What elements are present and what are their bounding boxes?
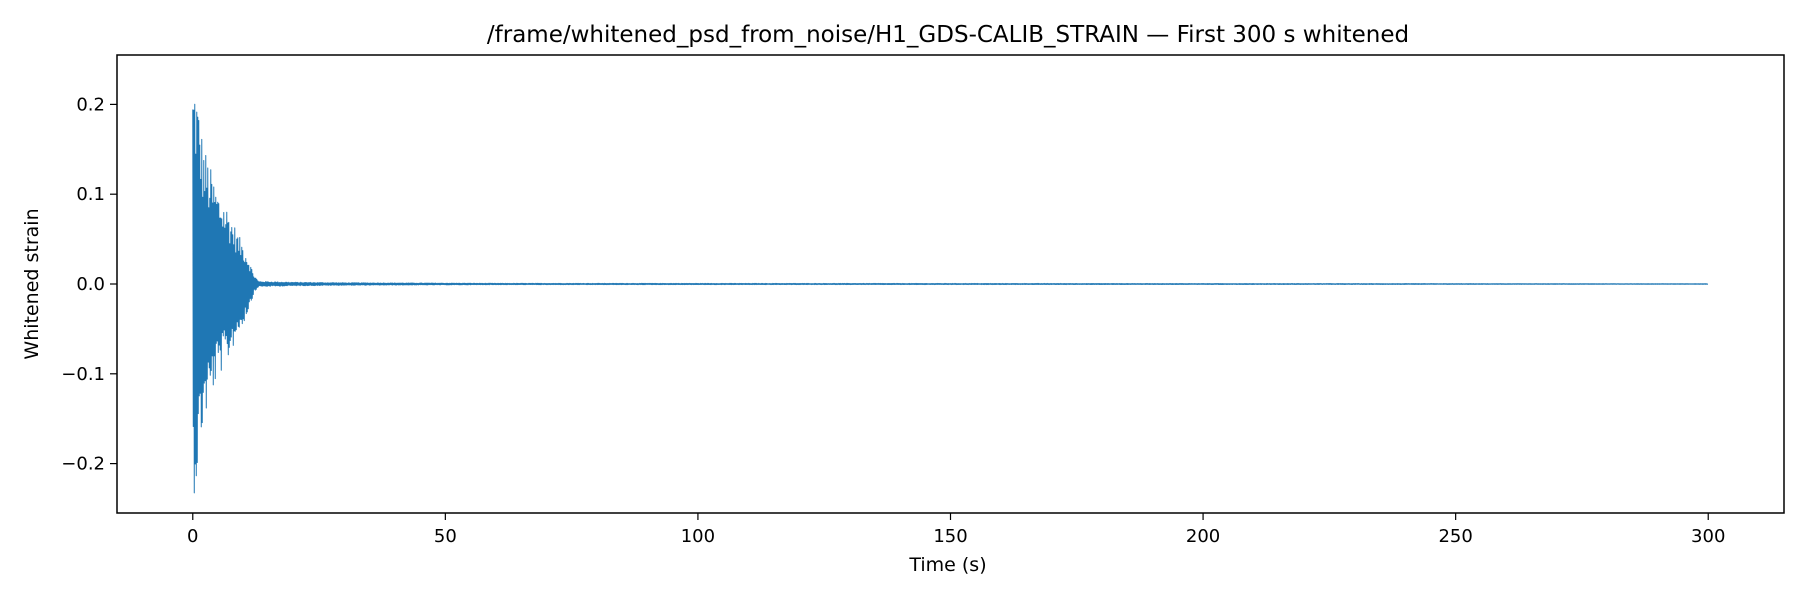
x-tick-label: 150: [933, 526, 967, 547]
y-tick-label: −0.2: [61, 454, 105, 475]
chart-title: /frame/whitened_psd_from_noise/H1_GDS-CA…: [487, 22, 1409, 48]
x-tick-label: 100: [681, 526, 715, 547]
axis-ticks: 0 50 100 150 200 250 300 −0.2 −0.1 0.0 0.1 0.2: [61, 94, 1725, 547]
x-tick-label: 250: [1438, 526, 1472, 547]
y-tick-label: −0.1: [61, 364, 105, 385]
x-tick-label: 50: [434, 526, 457, 547]
x-tick-label: 200: [1186, 526, 1220, 547]
y-axis-label: Whitened strain: [21, 208, 43, 359]
x-tick-label: 300: [1691, 526, 1725, 547]
plot-frame: [116, 54, 1785, 514]
y-tick-label: 0.1: [76, 184, 105, 205]
y-tick-label: 0.2: [76, 94, 105, 115]
x-axis-label: Time (s): [908, 554, 986, 576]
plot-series: [192, 103, 1709, 494]
x-tick-label: 0: [187, 526, 198, 547]
series-line: [192, 103, 1709, 494]
y-tick-label: 0.0: [76, 274, 105, 295]
